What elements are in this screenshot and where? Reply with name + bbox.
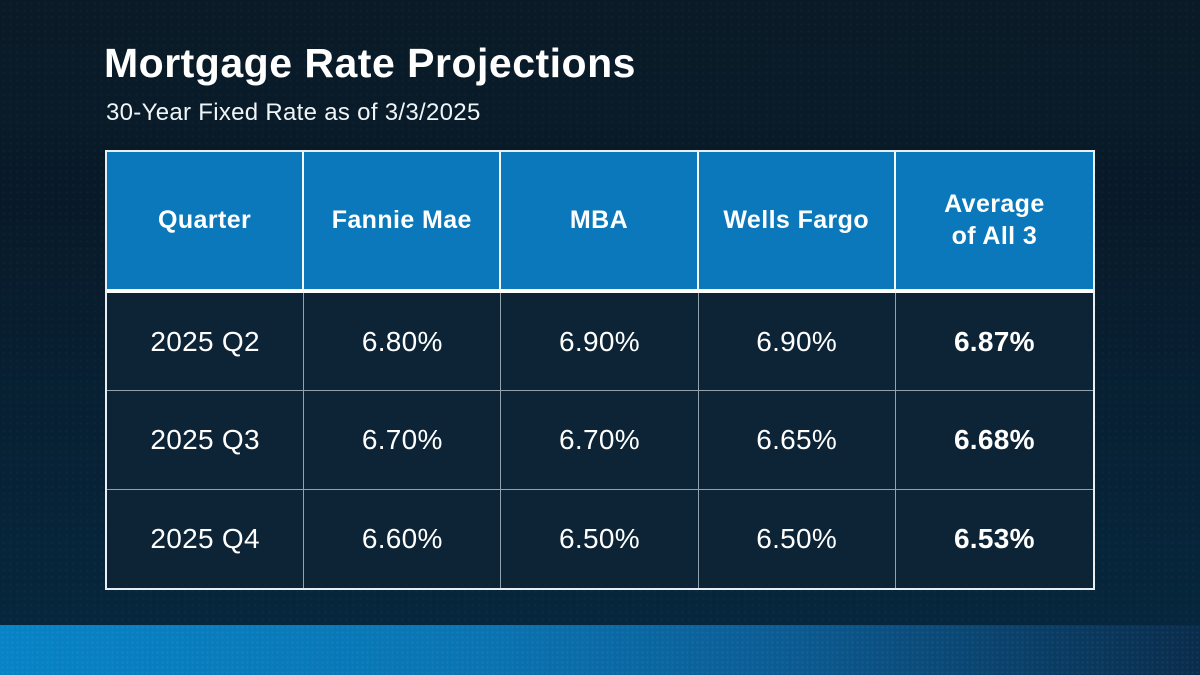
table-cell-quarter: 2025 Q4 xyxy=(107,489,305,588)
page-subtitle: 30-Year Fixed Rate as of 3/3/2025 xyxy=(106,99,481,126)
table-cell-mba: 6.90% xyxy=(501,293,699,392)
table-cell-fannie-mae: 6.80% xyxy=(304,293,502,392)
table-cell-average: 6.53% xyxy=(895,489,1093,588)
table-cell-wells-fargo: 6.65% xyxy=(698,391,896,490)
table-cell-fannie-mae: 6.70% xyxy=(304,391,502,490)
table-cell-fannie-mae: 6.60% xyxy=(304,489,502,588)
table-cell-quarter: 2025 Q2 xyxy=(107,293,305,392)
table-cell-mba: 6.70% xyxy=(501,391,699,490)
bottom-accent-band xyxy=(0,625,1200,675)
table-cell-average: 6.68% xyxy=(895,391,1093,490)
table-cell-mba: 6.50% xyxy=(501,489,699,588)
page-title: Mortgage Rate Projections xyxy=(104,40,636,86)
column-header-wells-fargo: Wells Fargo xyxy=(698,152,896,293)
table-cell-wells-fargo: 6.90% xyxy=(698,293,896,392)
column-header-average: Average of All 3 xyxy=(895,152,1093,293)
table-cell-average: 6.87% xyxy=(895,293,1093,392)
column-header-fannie-mae: Fannie Mae xyxy=(304,152,502,293)
column-header-quarter: Quarter xyxy=(107,152,305,293)
mortgage-rate-table: Quarter Fannie Mae MBA Wells Fargo Avera… xyxy=(105,150,1095,590)
table-cell-wells-fargo: 6.50% xyxy=(698,489,896,588)
column-header-mba: MBA xyxy=(501,152,699,293)
table-cell-quarter: 2025 Q3 xyxy=(107,391,305,490)
